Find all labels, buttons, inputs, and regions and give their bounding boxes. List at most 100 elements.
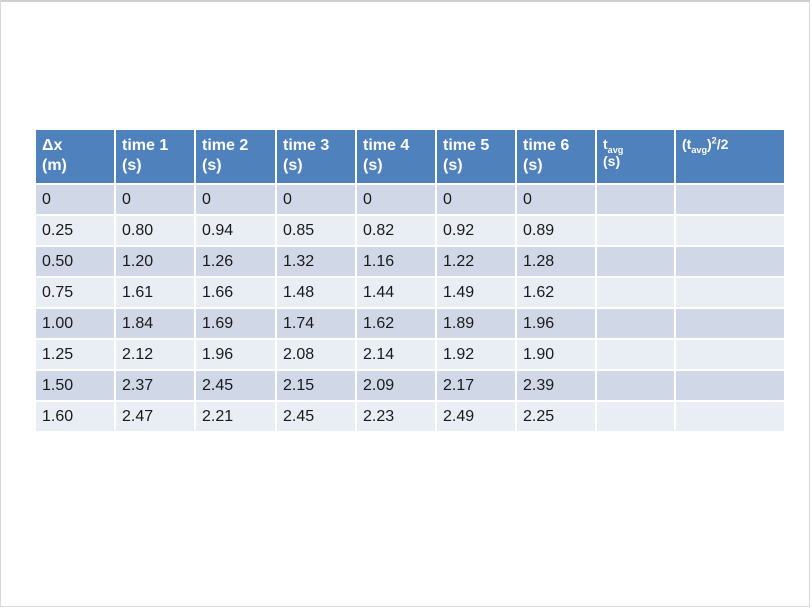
table-cell: 1.16: [355, 245, 437, 278]
table-cell: 1.96: [515, 307, 597, 340]
table-cell: [674, 400, 786, 433]
table-cell: 2.17: [435, 369, 517, 402]
header-time-2-unit: (s): [202, 157, 222, 174]
header-t-avg-sq-sup: 2: [711, 135, 717, 146]
header-time-6-label: time 6: [523, 137, 570, 154]
table-cell: 0.94: [194, 214, 277, 247]
table-cell: [595, 369, 676, 402]
table-cell: 0: [435, 183, 517, 216]
table-cell: 2.49: [435, 400, 517, 433]
table-cell: 2.45: [275, 400, 357, 433]
table-cell: 0: [194, 183, 277, 216]
header-t-avg-squared-half-label: (tavg)2/2: [682, 135, 783, 155]
table-cell: [595, 214, 676, 247]
header-t-avg: tavg (s): [595, 128, 676, 185]
table-cell: [674, 307, 786, 340]
table-cell: 1.00: [34, 307, 116, 340]
table-cell: 1.62: [355, 307, 437, 340]
table-cell: 2.39: [515, 369, 597, 402]
table-cell: 0.75: [34, 276, 116, 309]
header-delta-x-label: Δx: [42, 137, 63, 154]
table-cell: 1.48: [275, 276, 357, 309]
header-time-2: time 2 (s): [194, 128, 277, 185]
table-cell: [595, 307, 676, 340]
table-cell: 0.50: [34, 245, 116, 278]
table-cell: 2.08: [275, 338, 357, 371]
header-time-4: time 4 (s): [355, 128, 437, 185]
table-cell: 0.25: [34, 214, 116, 247]
table-cell: 1.96: [194, 338, 277, 371]
table-cell: 1.32: [275, 245, 357, 278]
table-cell: 1.69: [194, 307, 277, 340]
header-time-6: time 6 (s): [515, 128, 597, 185]
header-time-6-unit: (s): [523, 157, 543, 174]
table-cell: 1.90: [515, 338, 597, 371]
table-cell: 0: [114, 183, 196, 216]
header-time-1-label: time 1: [122, 137, 169, 154]
table-cell: [674, 245, 786, 278]
table-cell: 2.21: [194, 400, 277, 433]
table-cell: 1.26: [194, 245, 277, 278]
header-t-avg-label: tavg: [603, 136, 673, 154]
table-cell: 1.28: [515, 245, 597, 278]
header-delta-x-unit: (m): [42, 157, 67, 174]
table-cell: 2.15: [275, 369, 357, 402]
header-t-avg-sq-close: ): [707, 136, 712, 152]
table-cell: 0: [355, 183, 437, 216]
data-table: Δx (m) time 1 (s) time 2 (s) time 3 (s) …: [34, 128, 786, 433]
table-cell: 2.09: [355, 369, 437, 402]
table-cell: 1.61: [114, 276, 196, 309]
table-cell: 1.22: [435, 245, 517, 278]
table-cell: 1.25: [34, 338, 116, 371]
header-time-4-unit: (s): [363, 157, 383, 174]
table-cell: 2.25: [515, 400, 597, 433]
table-cell: 0: [275, 183, 357, 216]
header-time-4-label: time 4: [363, 137, 410, 154]
table-cell: [595, 400, 676, 433]
table-row: 0.25 0.80 0.94 0.85 0.82 0.92 0.89: [34, 214, 786, 247]
table-cell: 0.89: [515, 214, 597, 247]
table-row: 0.50 1.20 1.26 1.32 1.16 1.22 1.28: [34, 245, 786, 278]
table-cell: 1.92: [435, 338, 517, 371]
header-t-avg-sq-sub: avg: [691, 144, 707, 155]
header-time-3: time 3 (s): [275, 128, 357, 185]
header-t-avg-sq-tail: /2: [716, 136, 729, 152]
header-row: Δx (m) time 1 (s) time 2 (s) time 3 (s) …: [34, 128, 786, 185]
table-row: 1.60 2.47 2.21 2.45 2.23 2.49 2.25: [34, 400, 786, 433]
header-t-avg-main: t: [603, 136, 608, 152]
table-cell: 2.14: [355, 338, 437, 371]
table-cell: 1.84: [114, 307, 196, 340]
header-time-2-label: time 2: [202, 137, 249, 154]
table-cell: 1.89: [435, 307, 517, 340]
header-time-5-label: time 5: [443, 137, 490, 154]
table-cell: 1.44: [355, 276, 437, 309]
table-row: 1.00 1.84 1.69 1.74 1.62 1.89 1.96: [34, 307, 786, 340]
header-time-1: time 1 (s): [114, 128, 196, 185]
header-time-3-unit: (s): [283, 157, 303, 174]
table-row: 1.50 2.37 2.45 2.15 2.09 2.17 2.39: [34, 369, 786, 402]
header-t-avg-squared-half: (tavg)2/2: [674, 128, 786, 185]
header-t-avg-unit: (s): [603, 153, 621, 169]
table-cell: 1.20: [114, 245, 196, 278]
table-cell: 1.62: [515, 276, 597, 309]
table-cell: 1.74: [275, 307, 357, 340]
table-row: 0 0 0 0 0 0 0: [34, 183, 786, 216]
table-row: 1.25 2.12 1.96 2.08 2.14 1.92 1.90: [34, 338, 786, 371]
table-cell: [595, 245, 676, 278]
table-cell: 2.23: [355, 400, 437, 433]
table-cell: 0.80: [114, 214, 196, 247]
table-cell: [674, 183, 786, 216]
table-cell: [674, 214, 786, 247]
table-cell: [674, 338, 786, 371]
table-cell: 1.66: [194, 276, 277, 309]
table-cell: 2.47: [114, 400, 196, 433]
header-time-3-label: time 3: [283, 137, 330, 154]
table-cell: [674, 369, 786, 402]
table-cell: 0.82: [355, 214, 437, 247]
header-time-5: time 5 (s): [435, 128, 517, 185]
header-time-1-unit: (s): [122, 157, 142, 174]
table-cell: 2.45: [194, 369, 277, 402]
table-cell: 1.60: [34, 400, 116, 433]
header-delta-x: Δx (m): [34, 128, 116, 185]
